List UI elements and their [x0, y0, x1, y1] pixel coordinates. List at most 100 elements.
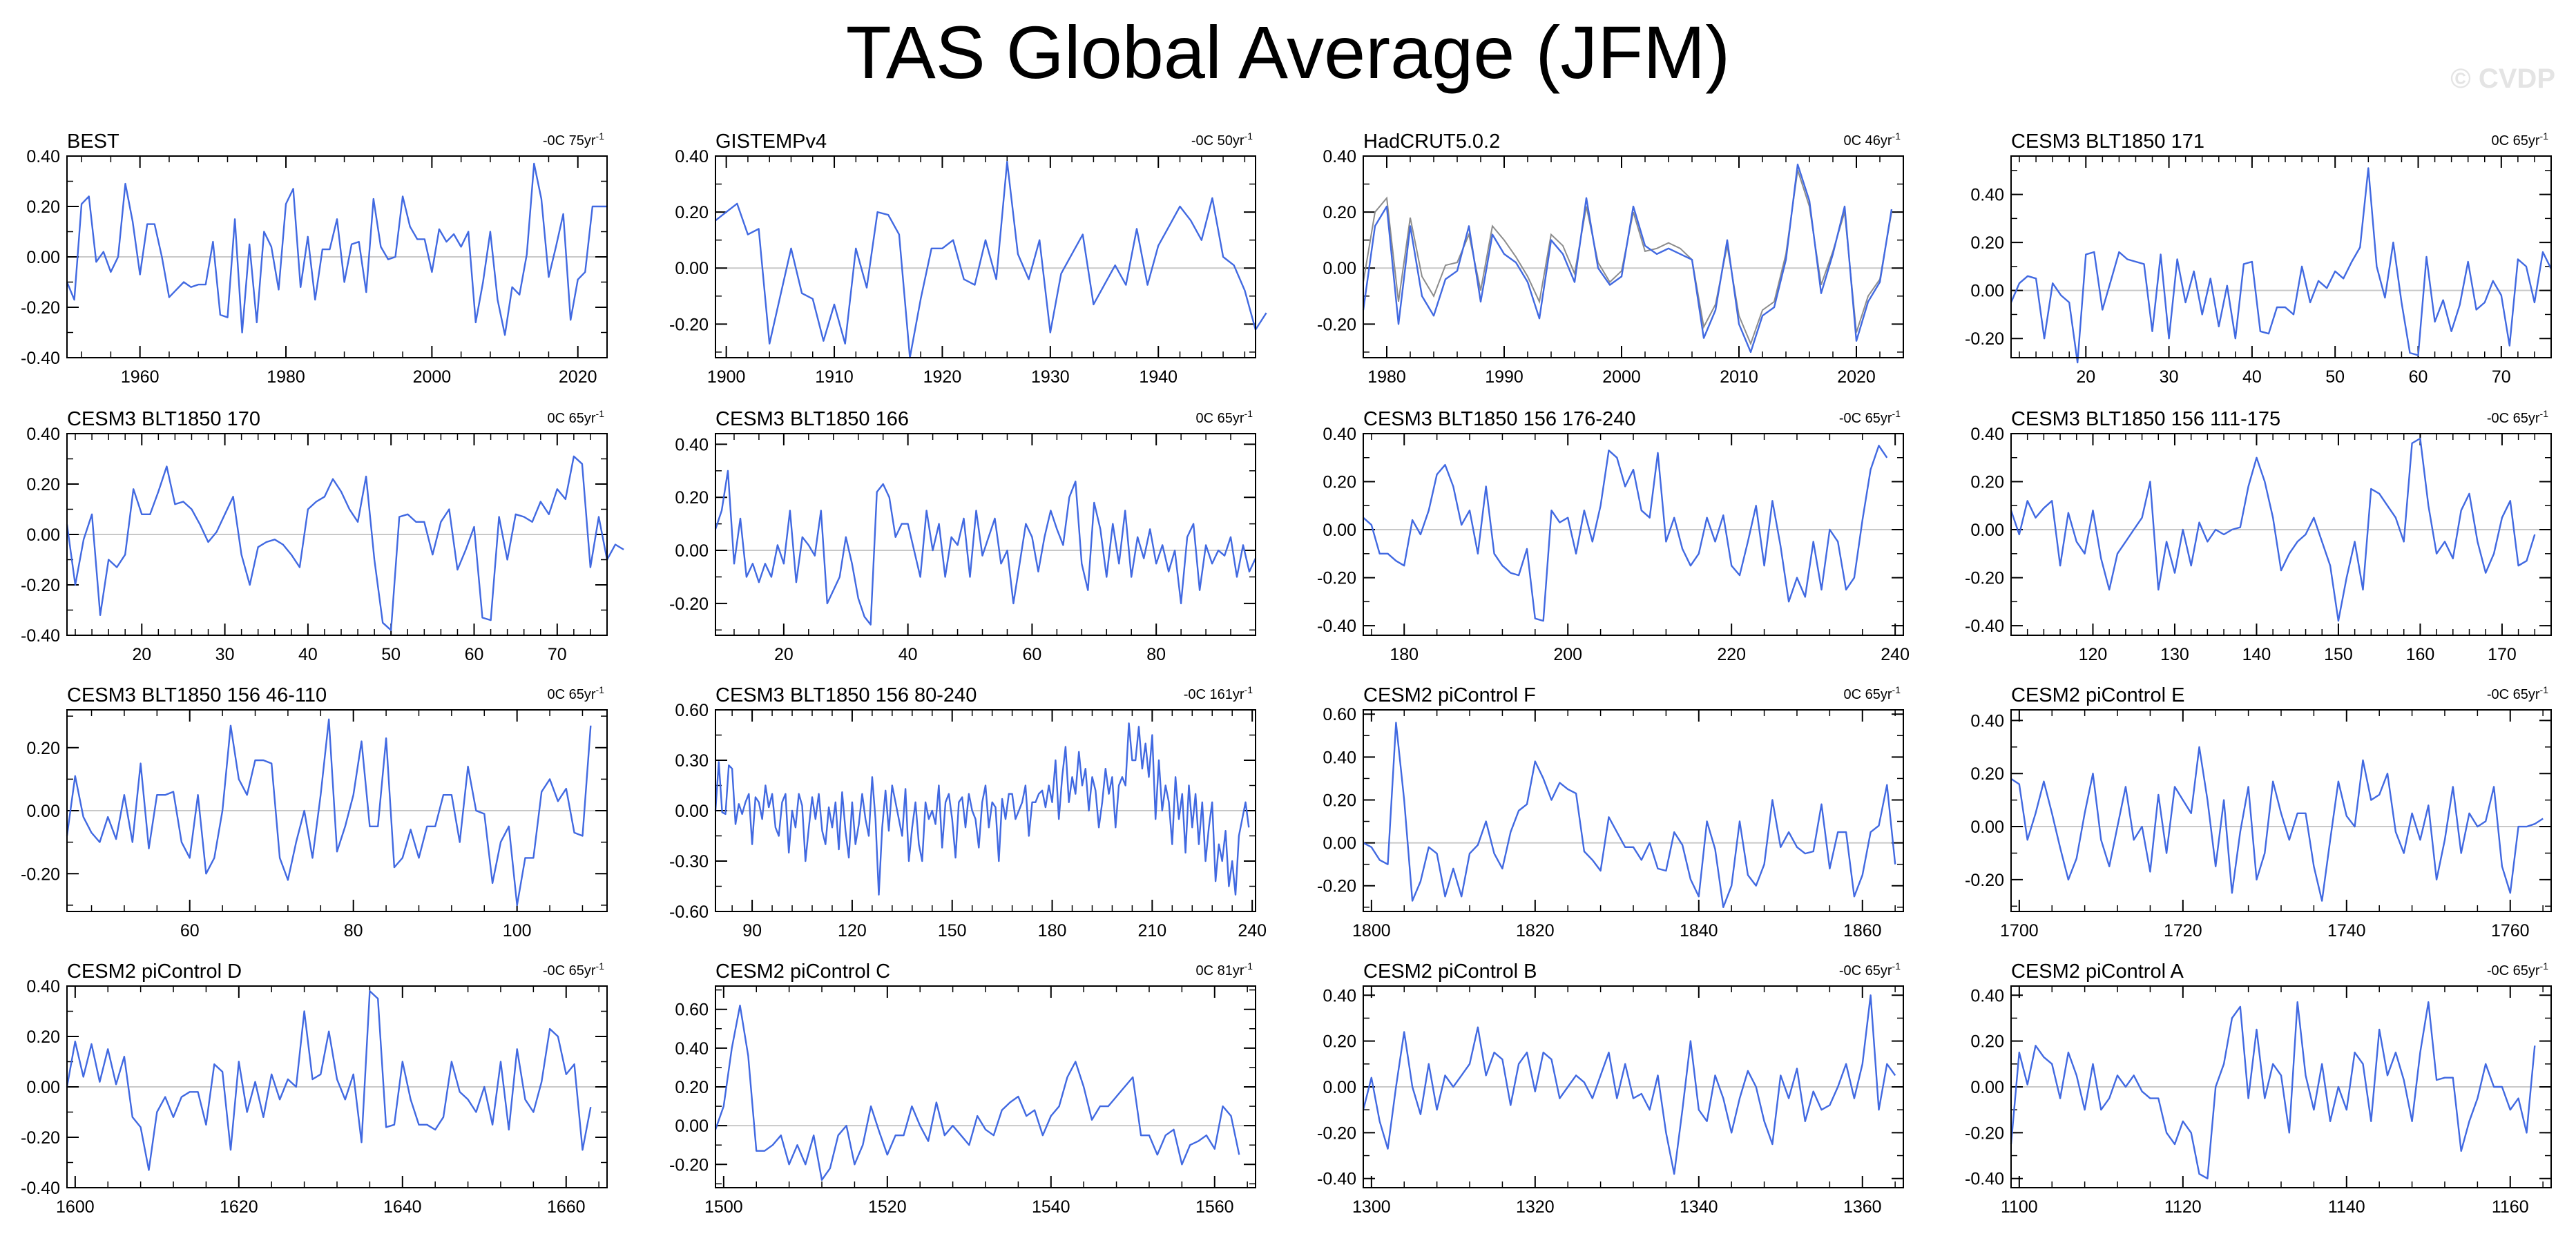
x-tick-label: 70 [548, 645, 567, 664]
y-tick-label: -0.40 [1965, 617, 2004, 636]
y-tick-label: 0.20 [675, 488, 709, 508]
x-tick-label: 180 [1390, 645, 1419, 664]
y-tick-label: -0.40 [1317, 617, 1356, 636]
panel-title: CESM2 piControl B [1363, 961, 1537, 983]
y-tick-label: 0.40 [26, 425, 60, 444]
y-tick-label: 0.40 [1323, 986, 1356, 1005]
x-tick-label: 160 [2406, 645, 2435, 664]
series-line [66, 718, 592, 907]
x-tick-label: 2020 [559, 367, 597, 387]
y-tick-label: 0.00 [26, 1078, 60, 1097]
trend-label: 0C 65yr-1 [548, 408, 605, 426]
trend-value: 0C 65yr [548, 411, 596, 426]
plot-frame [2010, 709, 2552, 912]
plot-frame [715, 709, 1256, 912]
trend-exponent: -1 [1892, 961, 1901, 972]
y-tick-label: 0.20 [1970, 233, 2004, 253]
x-tick-label: 180 [1038, 921, 1067, 940]
x-tick-label: 1800 [1352, 921, 1391, 940]
x-tick-label: 1740 [2327, 921, 2366, 940]
plot-frame [715, 433, 1256, 636]
panel-title: CESM2 piControl C [715, 961, 890, 983]
trend-value: 0C 65yr [1196, 411, 1244, 426]
trend-value: 0C 65yr [2492, 133, 2540, 148]
trend-label: -0C 50yr-1 [1191, 131, 1253, 148]
panel-title: CESM2 piControl F [1363, 684, 1536, 706]
x-tick-label: 240 [1881, 645, 1910, 664]
x-tick-label: 30 [215, 645, 235, 664]
y-tick-label: 0.20 [26, 197, 60, 217]
panel: -0.20 0.00 0.20 0.40 20 40 60 80 CESM3 BLT1850 1… [669, 408, 1257, 664]
x-tick-label: 1920 [923, 367, 962, 387]
x-tick-label: 1910 [815, 367, 854, 387]
x-tick-label: 130 [2160, 645, 2189, 664]
x-tick-label: 2010 [1720, 367, 1758, 387]
trend-exponent: -1 [596, 961, 605, 972]
trend-exponent: -1 [2540, 408, 2549, 419]
x-tick-label: 150 [2324, 645, 2353, 664]
x-tick-label: 40 [298, 645, 318, 664]
series-line [714, 470, 1257, 626]
trend-exponent: -1 [596, 131, 605, 142]
trend-exponent: -1 [1892, 131, 1901, 142]
panel-title: CESM3 BLT1850 171 [2011, 131, 2204, 153]
y-tick-label: -0.20 [21, 576, 60, 595]
trend-value: -0C 75yr [543, 133, 596, 148]
y-tick-label: -0.20 [669, 595, 709, 614]
panel: -0.40 -0.20 0.00 0.20 0.40 180 200 220 240 CESM3 … [1317, 408, 1910, 664]
x-tick-label: 120 [2079, 645, 2108, 664]
trend-label: -0C 65yr-1 [2487, 961, 2548, 978]
x-tick-label: 30 [2160, 367, 2179, 387]
trend-value: -0C 65yr [1839, 963, 1892, 978]
y-tick-label: 0.40 [1970, 986, 2004, 1005]
panel-title: CESM2 piControl E [2011, 684, 2184, 706]
y-tick-label: -0.40 [21, 626, 60, 646]
series-line [714, 722, 1250, 896]
panel: -0.20 0.00 0.20 0.40 1900 1910 1920 1930 1940 GIS… [669, 131, 1267, 387]
x-tick-label: 220 [1717, 645, 1746, 664]
series-line [2010, 167, 2553, 364]
trend-exponent: -1 [2540, 131, 2549, 142]
trend-label: -0C 65yr-1 [1839, 961, 1901, 978]
trend-label: 0C 65yr-1 [548, 684, 605, 702]
trend-value: 0C 65yr [1844, 687, 1892, 702]
trend-value: -0C 65yr [1839, 411, 1892, 426]
trend-label: -0C 161yr-1 [1184, 684, 1253, 702]
y-tick-label: 0.20 [1970, 764, 2004, 784]
series-line-secondary [1363, 169, 1892, 346]
trend-exponent: -1 [596, 408, 605, 419]
plot-frame [1363, 433, 1904, 636]
x-tick-label: 80 [1146, 645, 1166, 664]
y-tick-label: 0.40 [1323, 748, 1356, 767]
plot-frame [715, 155, 1256, 358]
trend-label: -0C 65yr-1 [2487, 684, 2548, 702]
y-tick-label: -0.40 [1965, 1170, 2004, 1189]
plot-frame [66, 433, 608, 636]
x-tick-label: 1100 [2001, 1197, 2038, 1217]
x-tick-label: 1520 [868, 1197, 907, 1217]
panel-title: BEST [67, 131, 119, 153]
y-tick-label: -0.20 [1317, 877, 1356, 896]
y-tick-label: 0.20 [26, 475, 60, 494]
y-tick-label: 0.00 [675, 541, 709, 561]
panel-title: CESM3 BLT1850 156 46-110 [67, 684, 327, 706]
series-line [1363, 445, 1888, 622]
panel: -0.40 -0.20 0.00 0.20 0.40 1100 1120 1140 1160 CE… [1965, 961, 2552, 1217]
x-tick-label: 1860 [1843, 921, 1882, 940]
x-tick-label: 80 [344, 921, 363, 940]
panel: -0.40 -0.20 0.00 0.20 0.40 120 130 140 150 160 170… [1965, 408, 2552, 664]
plot-frame [66, 709, 608, 912]
y-tick-label: 0.00 [26, 802, 60, 821]
plot-frame [1363, 985, 1904, 1188]
x-tick-label: 1900 [707, 367, 746, 387]
chart-title: TAS Global Average (JFM) [845, 10, 1731, 94]
trend-exponent: -1 [1244, 131, 1253, 142]
y-tick-label: -0.20 [1317, 315, 1356, 334]
y-tick-label: -0.20 [669, 1155, 709, 1175]
x-tick-label: 1840 [1680, 921, 1718, 940]
y-tick-label: -0.40 [1317, 1170, 1356, 1189]
trend-value: -0C 65yr [2487, 963, 2540, 978]
panel-title: CESM3 BLT1850 156 111-175 [2011, 408, 2280, 430]
y-tick-label: 0.20 [26, 1027, 60, 1047]
